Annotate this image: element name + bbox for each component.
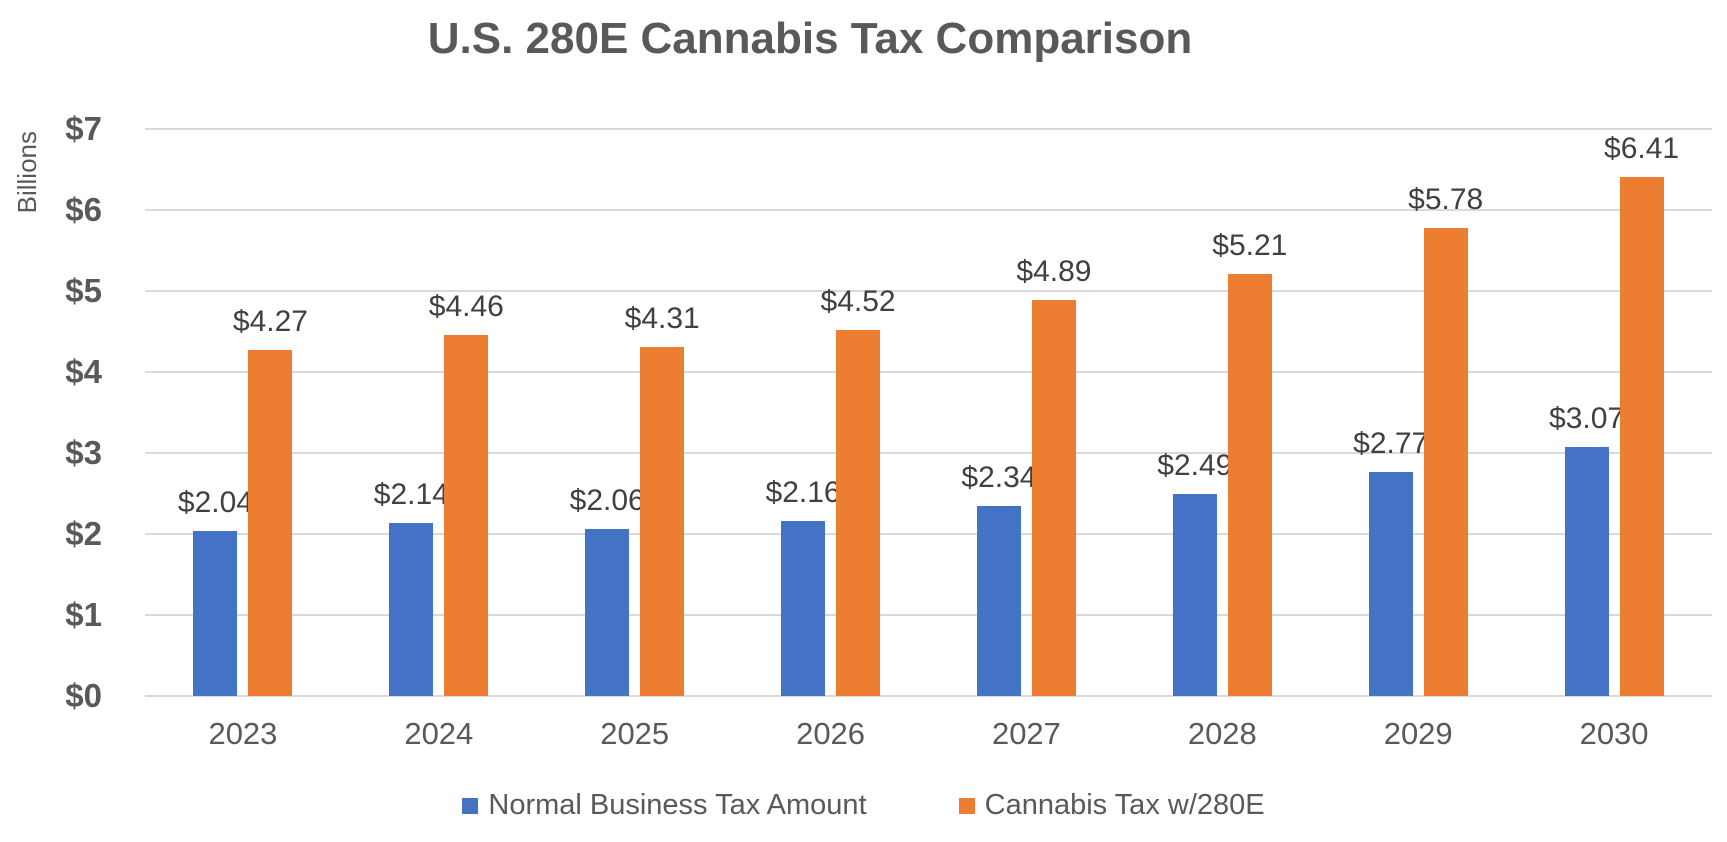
y-tick-4: $4 bbox=[65, 353, 102, 390]
x-tick-2030: 2030 bbox=[1579, 716, 1649, 751]
y-tick-2: $2 bbox=[65, 515, 102, 552]
bar-2024-cannabis-tax-w-280e bbox=[444, 334, 489, 696]
y-tick-5: $5 bbox=[65, 272, 102, 309]
bar-2023-cannabis-tax-w-280e bbox=[248, 350, 293, 696]
bar-label-2026-normal-business-tax-amount: $2.16 bbox=[765, 476, 841, 510]
bar-label-2024-cannabis-tax-w-280e: $4.46 bbox=[428, 289, 504, 323]
gridline-0 bbox=[145, 695, 1712, 697]
bar-2030-cannabis-tax-w-280e bbox=[1619, 176, 1664, 696]
legend-swatch-cannabis-tax-w-280e bbox=[958, 797, 975, 814]
bar-label-2025-normal-business-tax-amount: $2.06 bbox=[569, 484, 645, 518]
gridline-7 bbox=[145, 128, 1712, 130]
gridline-4 bbox=[145, 371, 1712, 373]
bar-label-2027-cannabis-tax-w-280e: $4.89 bbox=[1016, 254, 1092, 288]
bar-label-2028-normal-business-tax-amount: $2.49 bbox=[1157, 449, 1233, 483]
bar-2029-normal-business-tax-amount bbox=[1368, 471, 1413, 696]
y-tick-7: $7 bbox=[65, 110, 102, 147]
y-tick-0: $0 bbox=[65, 677, 102, 714]
legend-item-normal-business-tax-amount: Normal Business Tax Amount bbox=[462, 789, 867, 822]
bar-label-2030-cannabis-tax-w-280e: $6.41 bbox=[1604, 131, 1680, 165]
bar-2025-cannabis-tax-w-280e bbox=[640, 346, 685, 696]
gridline-2 bbox=[145, 533, 1712, 535]
bar-2025-normal-business-tax-amount bbox=[585, 529, 630, 696]
x-tick-2028: 2028 bbox=[1187, 716, 1257, 751]
bar-2029-cannabis-tax-w-280e bbox=[1423, 227, 1468, 696]
bar-2030-normal-business-tax-amount bbox=[1564, 447, 1609, 696]
bar-label-2023-cannabis-tax-w-280e: $4.27 bbox=[232, 305, 308, 339]
bar-label-2024-normal-business-tax-amount: $2.14 bbox=[373, 477, 449, 511]
chart-title: U.S. 280E Cannabis Tax Comparison bbox=[427, 14, 1193, 63]
legend-swatch-normal-business-tax-amount bbox=[462, 797, 479, 814]
y-tick-6: $6 bbox=[65, 191, 102, 228]
bar-label-2027-normal-business-tax-amount: $2.34 bbox=[961, 461, 1037, 495]
legend: Normal Business Tax Amount Cannabis Tax w… bbox=[0, 789, 1727, 822]
bar-2026-cannabis-tax-w-280e bbox=[836, 329, 881, 696]
bar-label-2029-normal-business-tax-amount: $2.77 bbox=[1353, 426, 1429, 460]
gridline-1 bbox=[145, 614, 1712, 616]
bar-label-2026-cannabis-tax-w-280e: $4.52 bbox=[820, 284, 896, 318]
gridline-6 bbox=[145, 209, 1712, 211]
x-tick-2023: 2023 bbox=[208, 716, 278, 751]
x-tick-2026: 2026 bbox=[796, 716, 866, 751]
x-tick-2029: 2029 bbox=[1383, 716, 1453, 751]
bar-2026-normal-business-tax-amount bbox=[781, 521, 826, 696]
bar-2027-cannabis-tax-w-280e bbox=[1031, 299, 1076, 696]
bar-2027-normal-business-tax-amount bbox=[976, 506, 1021, 696]
gridline-3 bbox=[145, 452, 1712, 454]
gridline-5 bbox=[145, 290, 1712, 292]
bar-2028-normal-business-tax-amount bbox=[1172, 494, 1217, 696]
x-tick-2027: 2027 bbox=[991, 716, 1061, 751]
bar-label-2030-normal-business-tax-amount: $3.07 bbox=[1549, 402, 1625, 436]
y-tick-3: $3 bbox=[65, 434, 102, 471]
bar-label-2029-cannabis-tax-w-280e: $5.78 bbox=[1408, 182, 1484, 216]
legend-item-cannabis-tax-w-280e: Cannabis Tax w/280E bbox=[958, 789, 1265, 822]
bar-2028-cannabis-tax-w-280e bbox=[1227, 273, 1272, 696]
y-tick-1: $1 bbox=[65, 596, 102, 633]
bar-2024-normal-business-tax-amount bbox=[389, 522, 434, 696]
legend-label-cannabis-tax-w-280e: Cannabis Tax w/280E bbox=[984, 789, 1265, 821]
bar-label-2025-cannabis-tax-w-280e: $4.31 bbox=[624, 301, 700, 335]
x-tick-2024: 2024 bbox=[404, 716, 474, 751]
legend-label-normal-business-tax-amount: Normal Business Tax Amount bbox=[488, 789, 867, 821]
bar-label-2023-normal-business-tax-amount: $2.04 bbox=[177, 485, 253, 519]
x-tick-2025: 2025 bbox=[600, 716, 670, 751]
bar-2023-normal-business-tax-amount bbox=[193, 530, 238, 696]
bar-label-2028-cannabis-tax-w-280e: $5.21 bbox=[1212, 228, 1288, 262]
